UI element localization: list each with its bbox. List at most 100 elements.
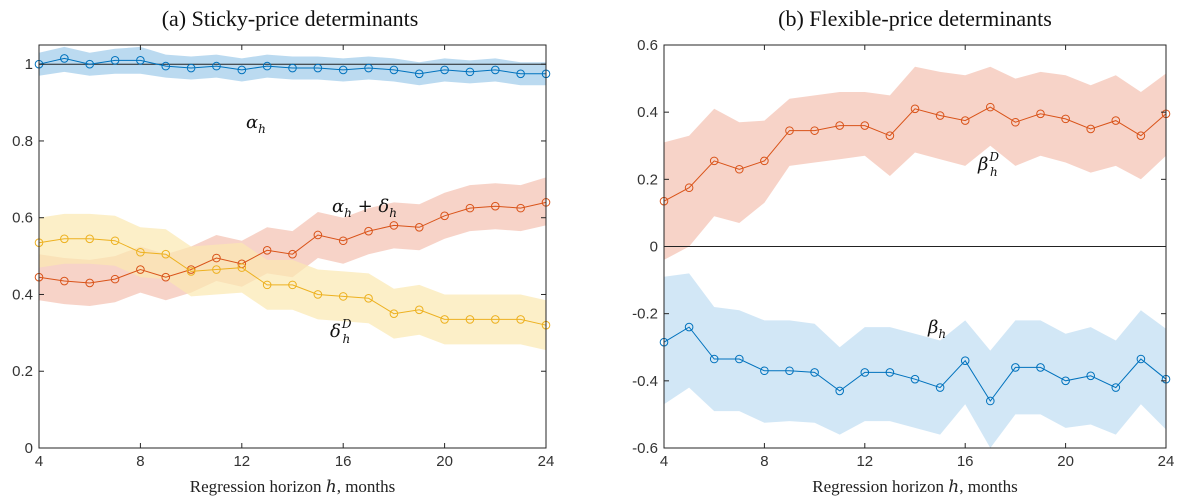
data-point — [1061, 114, 1070, 124]
data-point — [389, 309, 399, 318]
chart-title: (b) Flexible-price determinants — [778, 6, 1052, 31]
data-point — [364, 63, 373, 73]
data-point — [465, 67, 475, 77]
series-line-3 — [38, 238, 547, 326]
data-point — [136, 265, 145, 274]
data-point — [237, 65, 247, 75]
data-point — [414, 223, 424, 232]
y-tick-label: -0.4 — [632, 373, 658, 390]
data-point — [709, 156, 719, 166]
data-point — [684, 183, 694, 193]
series-line-1 — [663, 106, 1167, 202]
data-point — [338, 236, 348, 246]
data-point — [288, 63, 297, 73]
series-line-2 — [38, 201, 547, 284]
data-point — [860, 368, 870, 377]
data-point — [136, 56, 145, 65]
data-point — [364, 226, 373, 236]
data-point — [760, 156, 769, 166]
data-point — [414, 305, 424, 315]
data-point — [262, 246, 272, 255]
x-tick-label: 24 — [1158, 453, 1175, 470]
chart-panel-1: (a) Sticky-price determinants 4 8 12 16 20 24 0… — [12, 6, 554, 497]
series-label-2: βh — [927, 317, 946, 341]
data-point — [440, 211, 449, 221]
data-point — [262, 280, 272, 290]
data-point — [161, 249, 171, 259]
data-point — [1036, 363, 1045, 372]
confidence-band-1 — [664, 66, 1166, 260]
data-point — [516, 69, 525, 79]
x-axis-label: Regression horizon h, months — [812, 477, 1018, 497]
data-point — [110, 236, 120, 246]
data-point — [313, 230, 323, 240]
axes-box — [38, 44, 547, 449]
data-point — [136, 247, 145, 257]
data-point — [1011, 363, 1020, 372]
data-point — [389, 65, 399, 75]
series-line-1 — [38, 57, 546, 75]
data-point — [785, 366, 794, 376]
y-tick-label: 0.6 — [12, 210, 33, 227]
data-point — [288, 249, 297, 259]
data-point — [491, 201, 500, 211]
data-point — [910, 374, 920, 384]
data-point — [1136, 354, 1146, 364]
data-point — [1111, 383, 1121, 392]
data-point — [186, 267, 196, 276]
data-point — [389, 221, 399, 230]
series-label-2: αh + δh — [332, 196, 397, 220]
y-tick-label: 0.2 — [637, 171, 658, 188]
data-point — [465, 203, 475, 213]
y-tick-label: 1 — [25, 56, 33, 73]
data-point — [684, 322, 694, 332]
data-point — [986, 102, 995, 112]
y-tick-label: 0.4 — [12, 286, 33, 303]
data-point — [835, 386, 845, 396]
y-tick-label: 0.2 — [12, 363, 33, 380]
data-point — [60, 54, 69, 63]
data-point — [313, 290, 323, 299]
data-point — [212, 253, 221, 263]
data-point — [288, 280, 297, 290]
confidence-band-1 — [39, 46, 546, 86]
data-point — [60, 234, 69, 244]
data-point — [935, 383, 945, 392]
chart-title: (a) Sticky-price determinants — [162, 6, 419, 31]
y-tick-label: 0.4 — [637, 104, 658, 121]
x-tick-label: 4 — [660, 453, 668, 470]
data-point — [465, 315, 475, 324]
data-point — [313, 63, 323, 73]
data-point — [110, 56, 120, 65]
y-tick-label: 0.8 — [12, 133, 33, 150]
x-tick-label: 16 — [957, 453, 974, 470]
data-point — [885, 368, 895, 377]
x-tick-label: 24 — [538, 453, 555, 470]
series-label-1: βD h — [977, 150, 999, 179]
x-tick-label: 20 — [436, 453, 453, 470]
series-label-1: αh — [246, 112, 266, 136]
x-tick-label: 20 — [1057, 453, 1074, 470]
data-point — [735, 354, 744, 364]
y-tick-label: 0 — [650, 239, 658, 256]
data-point — [161, 272, 171, 282]
x-tick-label: 8 — [760, 453, 768, 470]
x-tick-label: 4 — [35, 453, 43, 470]
y-tick-label: -0.2 — [632, 306, 658, 323]
data-point — [338, 65, 348, 75]
data-point — [414, 69, 424, 79]
x-tick-label: 12 — [856, 453, 873, 470]
y-tick-label: -0.6 — [632, 440, 658, 457]
y-tick-label: 0 — [25, 440, 33, 457]
x-tick-label: 12 — [233, 453, 250, 470]
data-point — [212, 61, 221, 71]
data-point — [785, 126, 794, 135]
data-point — [810, 126, 819, 135]
data-point — [960, 356, 970, 365]
data-point — [986, 396, 995, 406]
confidence-band-2 — [664, 273, 1166, 448]
data-point — [1111, 116, 1121, 125]
data-point — [440, 315, 449, 324]
y-tick-label: 0.6 — [637, 37, 658, 54]
series-label-3: δD h — [330, 317, 352, 346]
